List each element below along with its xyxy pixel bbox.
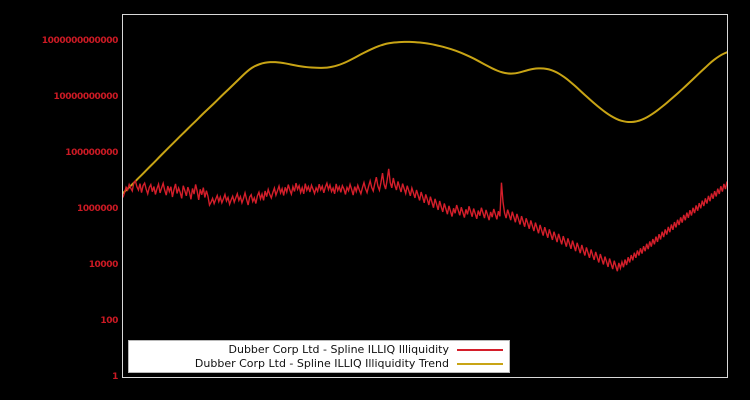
- y-axis-tick-label: 100: [100, 316, 118, 326]
- y-axis-tick-label: 10000000000: [53, 92, 119, 102]
- legend-item-trend[interactable]: Dubber Corp Ltd - Spline ILLIQ Illiquidi…: [129, 357, 503, 371]
- plot-area: [122, 14, 728, 378]
- y-axis-tick-label: 1: [112, 372, 118, 382]
- y-axis: 1000000000000 10000000000 100000000 1000000…: [0, 0, 119, 400]
- y-axis-tick-label: 10000: [88, 260, 119, 270]
- legend-swatch-illiquidity: [457, 344, 503, 356]
- y-axis-tick-label: 100000000: [65, 148, 118, 158]
- chart-legend[interactable]: Dubber Corp Ltd - Spline ILLIQ Illiquidi…: [128, 340, 510, 373]
- legend-item-illiquidity[interactable]: Dubber Corp Ltd - Spline ILLIQ Illiquidi…: [129, 343, 503, 357]
- series-line-trend: [123, 42, 727, 193]
- legend-label-illiquidity: Dubber Corp Ltd - Spline ILLIQ Illiquidi…: [228, 343, 450, 356]
- legend-label-trend: Dubber Corp Ltd - Spline ILLIQ Illiquidi…: [194, 357, 449, 370]
- y-axis-tick-label: 1000000: [76, 204, 118, 214]
- plot-svg: [123, 15, 727, 377]
- y-axis-tick-label: 1000000000000: [41, 36, 119, 46]
- series-line-illiquidity: [123, 169, 727, 271]
- legend-swatch-trend: [457, 358, 503, 370]
